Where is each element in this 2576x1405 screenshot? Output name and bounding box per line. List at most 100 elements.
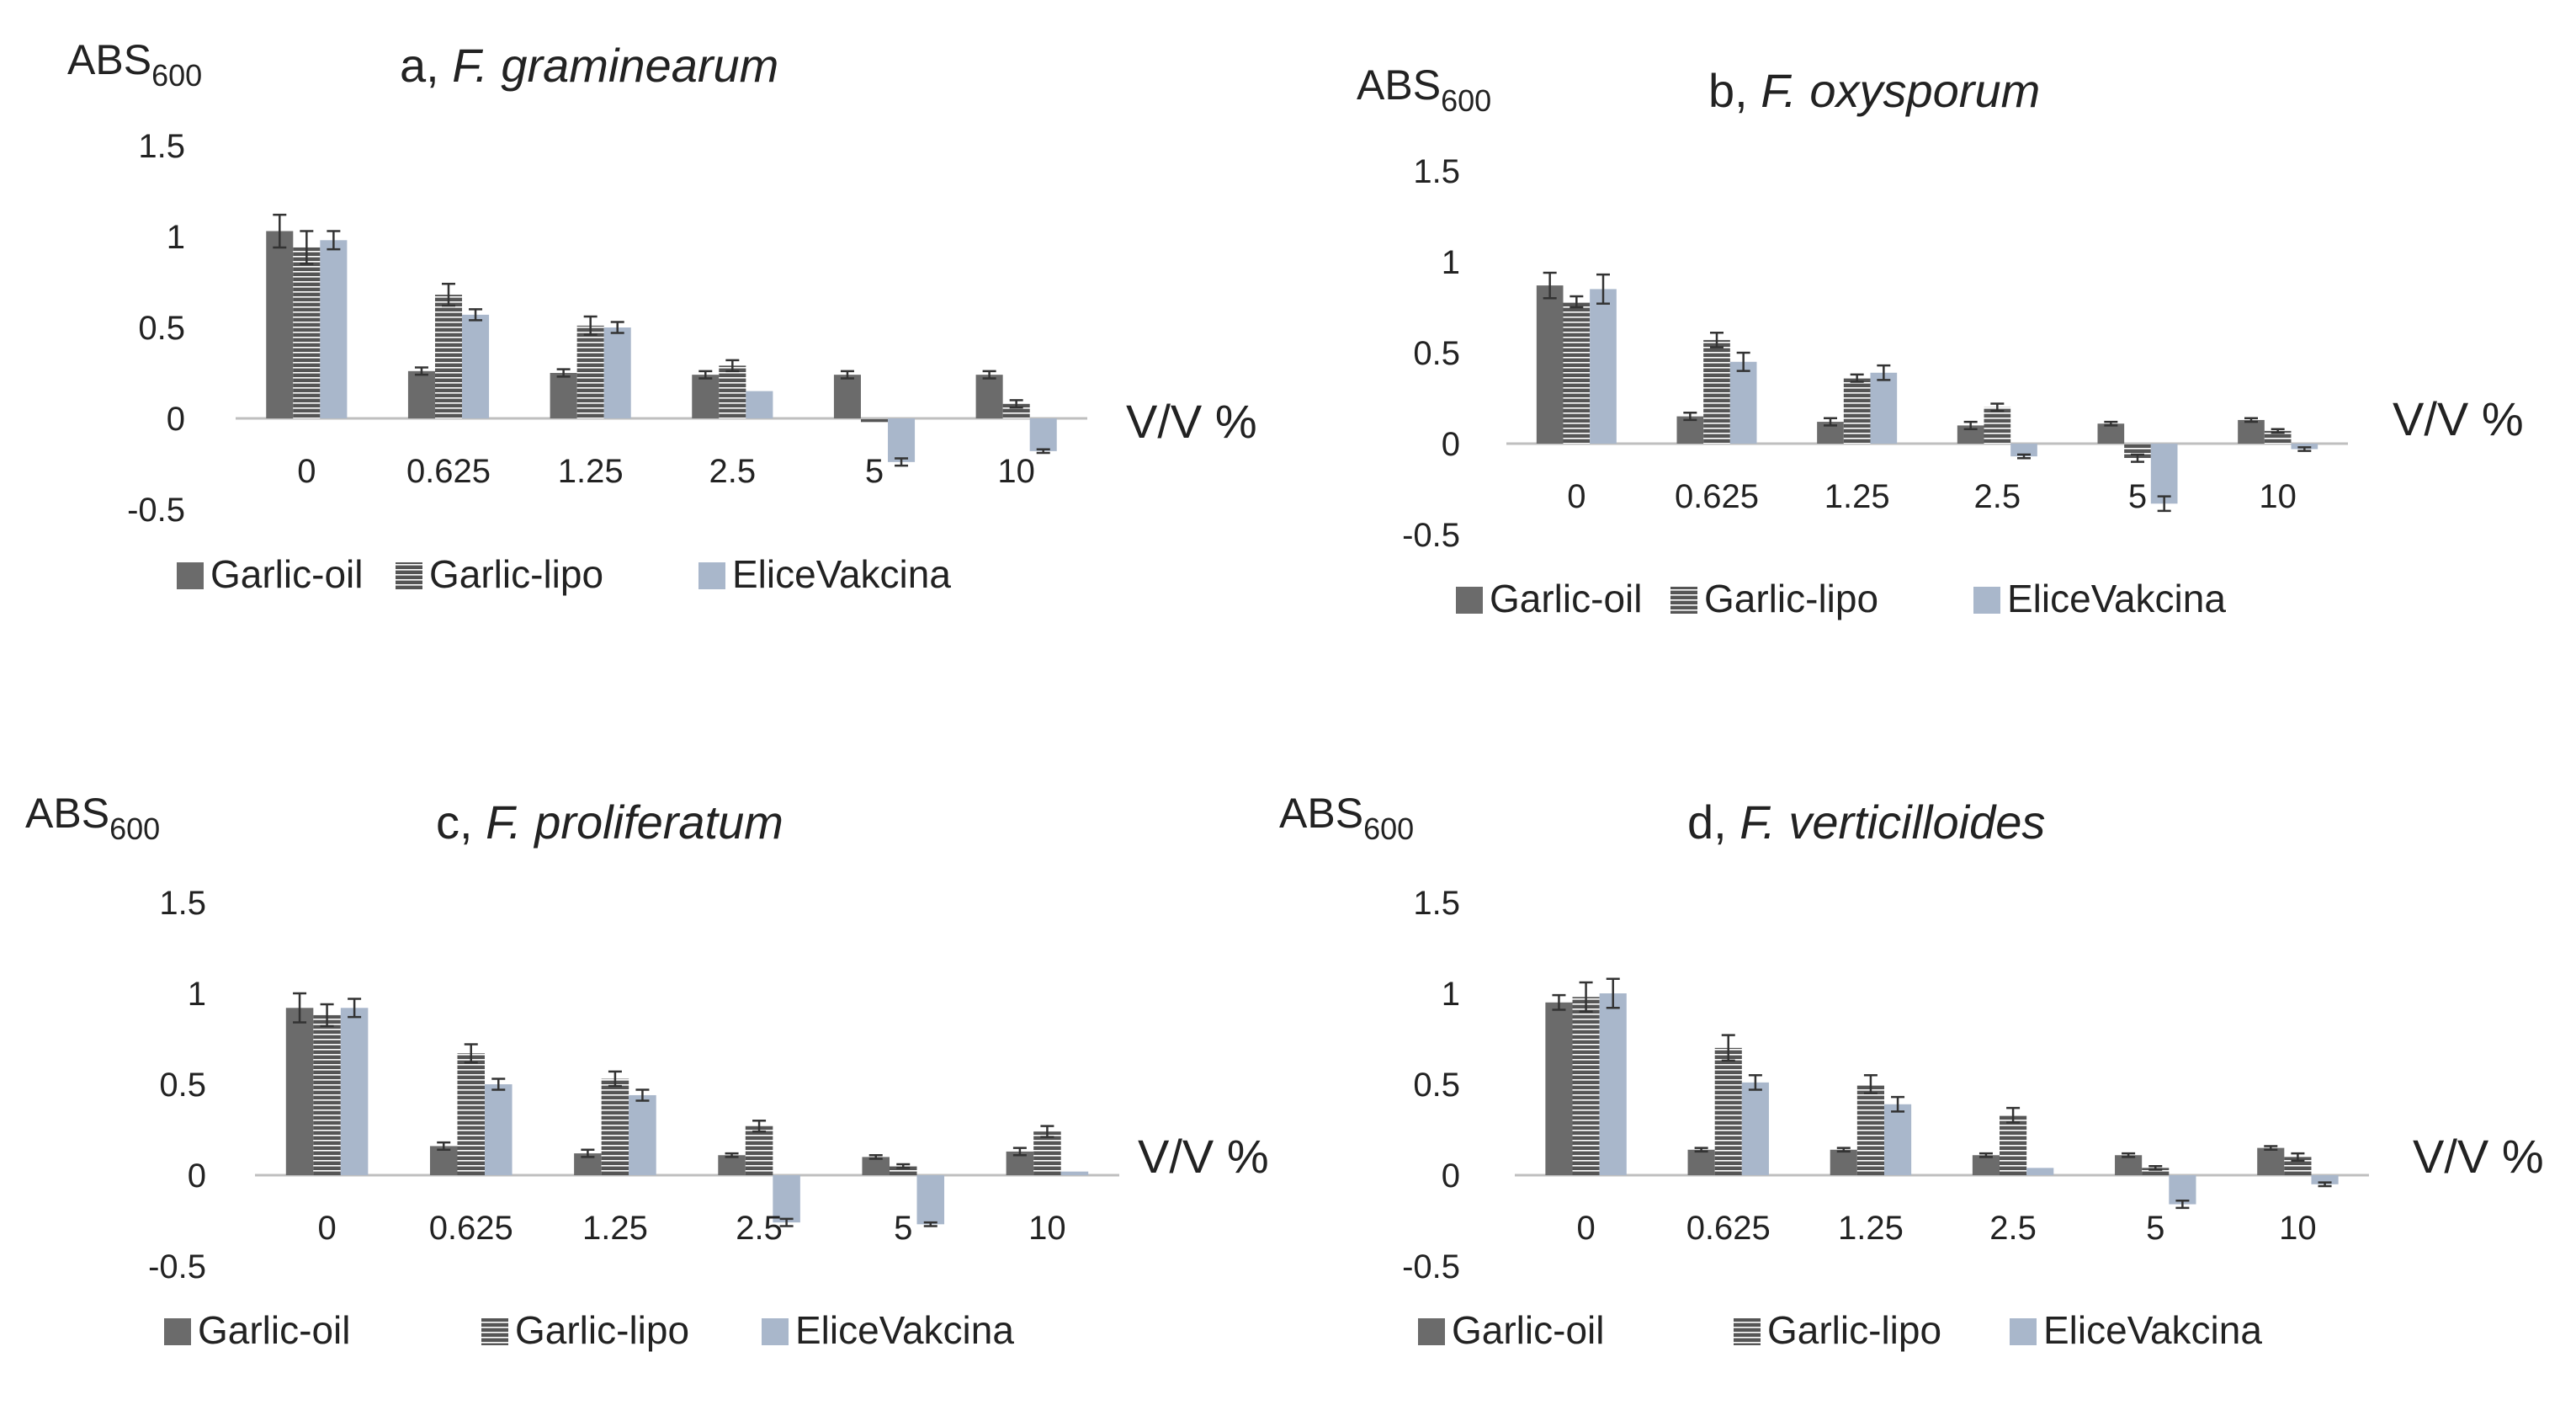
bar-garlic-lipo-0.625 (434, 295, 463, 418)
error-bar (1836, 1147, 1851, 1153)
legend-swatch-garlic-oil (1456, 587, 1483, 614)
y-tick-label: 0.5 (159, 1067, 206, 1104)
legend-label-garlic-oil: Garlic-oil (1490, 577, 1642, 620)
bar-garlic-oil-5 (862, 1157, 890, 1175)
error-bar (442, 282, 455, 307)
x-unit-label: V/V % (1126, 395, 1257, 448)
legend-label-elicevakcina: EliceVakcina (732, 552, 951, 596)
error-bar (2291, 1152, 2305, 1162)
error-bar (273, 213, 287, 249)
error-bar (2318, 1181, 2332, 1188)
error-bar (1736, 351, 1750, 372)
legend-swatch-garlic-oil (1418, 1318, 1445, 1345)
error-bar (464, 1043, 478, 1064)
error-bar (320, 1003, 334, 1028)
bar-garlic-lipo-0 (1572, 997, 1600, 1175)
error-bar (1891, 1095, 1905, 1113)
bar-elicevakcina-1.25 (1883, 1104, 1912, 1175)
legend-swatch-garlic-lipo (1670, 587, 1697, 614)
error-bar (725, 359, 740, 373)
bar-garlic-oil-1.25 (550, 373, 577, 418)
bar-garlic-lipo-0 (313, 1014, 341, 1175)
bar-garlic-lipo-10 (1002, 403, 1030, 418)
error-bar (1877, 364, 1891, 381)
y-tick-label: -0.5 (1402, 1248, 1460, 1285)
chart-panel-b: ABS600 b, F. oxysporum 1.5 1 0.5 0 -0.5 0 0.625 1… (1357, 61, 2524, 620)
error-bar (2006, 1106, 2021, 1124)
error-bar (2122, 1152, 2136, 1158)
chart-title: d, F. verticilloides (1687, 796, 2045, 849)
x-tick-label: 1.25 (1838, 1210, 1904, 1247)
error-bar (327, 230, 341, 251)
error-bar (348, 998, 362, 1019)
error-bar (1606, 977, 1620, 1009)
x-tick-label: 0 (317, 1210, 336, 1247)
chart-title: a, F. graminearum (400, 39, 778, 92)
bar-garlic-lipo-5 (2142, 1168, 2170, 1175)
y-tick-label: 1 (167, 219, 185, 256)
bar-garlic-lipo-2.5 (745, 1126, 773, 1175)
y-tick-label: 0 (167, 401, 185, 438)
error-bar (1552, 993, 1566, 1011)
legend-swatch-elicevakcina (762, 1318, 789, 1345)
bar-garlic-lipo-0.625 (1703, 339, 1730, 444)
error-bar (293, 992, 307, 1024)
x-tick-label: 10 (997, 453, 1035, 490)
y-tick-label: 1.5 (138, 128, 185, 165)
bar-garlic-lipo-2.5 (719, 365, 746, 418)
legend-swatch-garlic-lipo (481, 1318, 508, 1345)
legend-label-garlic-lipo: Garlic-lipo (515, 1308, 689, 1352)
y-tick-label: 0 (188, 1158, 206, 1195)
bar-garlic-lipo-0 (293, 247, 321, 418)
bar-elicevakcina-5 (888, 418, 916, 462)
y-tick-label: 1.5 (159, 885, 206, 922)
x-tick-label: 1.25 (1824, 478, 1890, 515)
bar-garlic-lipo-10 (2264, 430, 2292, 444)
x-unit-label: V/V % (2413, 1130, 2544, 1183)
chart-panel-c: ABS600 c, F. proliferatum 1.5 1 0.5 0 -0.5 0 0.6… (25, 790, 1269, 1352)
chart-title: b, F. oxysporum (1708, 64, 2040, 117)
x-tick-label: 2.5 (709, 453, 757, 490)
x-tick-label: 2.5 (1974, 478, 2021, 515)
y-tick-label: 1.5 (1413, 153, 1460, 190)
error-bar (982, 370, 996, 380)
bar-elicevakcina-5 (2150, 444, 2178, 504)
x-tick-label: 2.5 (1989, 1210, 2037, 1247)
bar-garlic-oil-5 (833, 375, 861, 418)
bar-garlic-lipo-0.625 (1714, 1047, 1742, 1175)
bar-garlic-oil-0 (285, 1008, 314, 1175)
bar-elicevakcina-2.5 (746, 391, 773, 418)
bar-garlic-oil-2.5 (692, 375, 720, 418)
x-tick-label: 0 (297, 453, 316, 490)
error-bar (1570, 295, 1584, 309)
bar-garlic-oil-10 (975, 375, 1003, 418)
x-tick-label: 5 (2128, 478, 2147, 515)
error-bar (2017, 453, 2031, 460)
bar-elicevakcina-1.25 (1870, 372, 1898, 444)
y-axis-label: ABS600 (1279, 790, 1414, 846)
bar-garlic-oil-2.5 (1972, 1155, 2000, 1175)
error-bar (2271, 428, 2285, 434)
x-tick-label: 5 (865, 453, 884, 490)
x-tick-label: 1.25 (582, 1210, 648, 1247)
bar-elicevakcina-0.625 (462, 314, 490, 418)
bar-garlic-lipo-2.5 (2000, 1115, 2027, 1175)
error-bar (1850, 373, 1864, 383)
legend-label-elicevakcina: EliceVakcina (2007, 577, 2226, 620)
y-tick-label: 0 (1442, 426, 1460, 463)
y-tick-label: 0.5 (1413, 335, 1460, 372)
legend-swatch-elicevakcina (1973, 587, 2000, 614)
error-bar (414, 366, 428, 376)
error-bar (1012, 1147, 1027, 1157)
error-bar (1009, 399, 1023, 409)
bar-garlic-oil-10 (2257, 1147, 2285, 1175)
error-bar (469, 308, 483, 322)
bar-garlic-lipo-1.25 (601, 1078, 629, 1175)
bar-garlic-oil-0 (266, 231, 294, 418)
bar-garlic-lipo-10 (2284, 1157, 2312, 1175)
x-tick-label: 10 (2279, 1210, 2317, 1247)
x-tick-label: 1.25 (558, 453, 624, 490)
chart-panel-d: ABS600 d, F. verticilloides 1.5 1 0.5 0 -0.5 0 0… (1279, 790, 2544, 1352)
